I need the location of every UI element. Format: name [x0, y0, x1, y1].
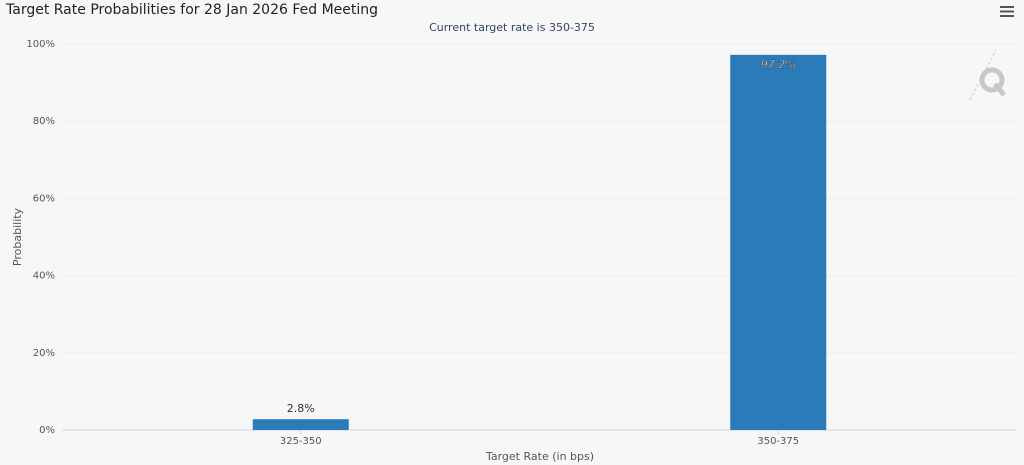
x-tick-label: 350-375 — [757, 436, 799, 447]
y-tick-label: 100% — [26, 39, 55, 50]
menu-button[interactable] — [1000, 6, 1014, 17]
value-label: 97.2% — [761, 58, 796, 71]
y-tick-label: 40% — [33, 271, 55, 282]
y-tick-label: 0% — [39, 425, 55, 436]
x-tick-label: 325-350 — [280, 436, 322, 447]
bar — [252, 419, 349, 430]
x-axis-title: Target Rate (in bps) — [485, 450, 594, 463]
chart-subtitle: Current target rate is 350-375 — [429, 21, 595, 34]
menu-line — [1000, 15, 1014, 17]
y-axis-title: Probability — [11, 207, 24, 266]
bar — [730, 54, 827, 431]
y-tick-label: 80% — [33, 116, 55, 127]
y-tick-label: 60% — [33, 193, 55, 204]
logo — [969, 49, 1006, 101]
menu-line — [1000, 6, 1014, 8]
logo-stripe — [969, 49, 997, 101]
y-tick-label: 20% — [33, 348, 55, 359]
logo-q — [979, 67, 1005, 93]
logo-q-tail — [993, 82, 1006, 97]
chart-title: Target Rate Probabilities for 28 Jan 202… — [5, 2, 378, 18]
menu-line — [1000, 10, 1014, 13]
value-label: 2.8% — [287, 402, 315, 415]
